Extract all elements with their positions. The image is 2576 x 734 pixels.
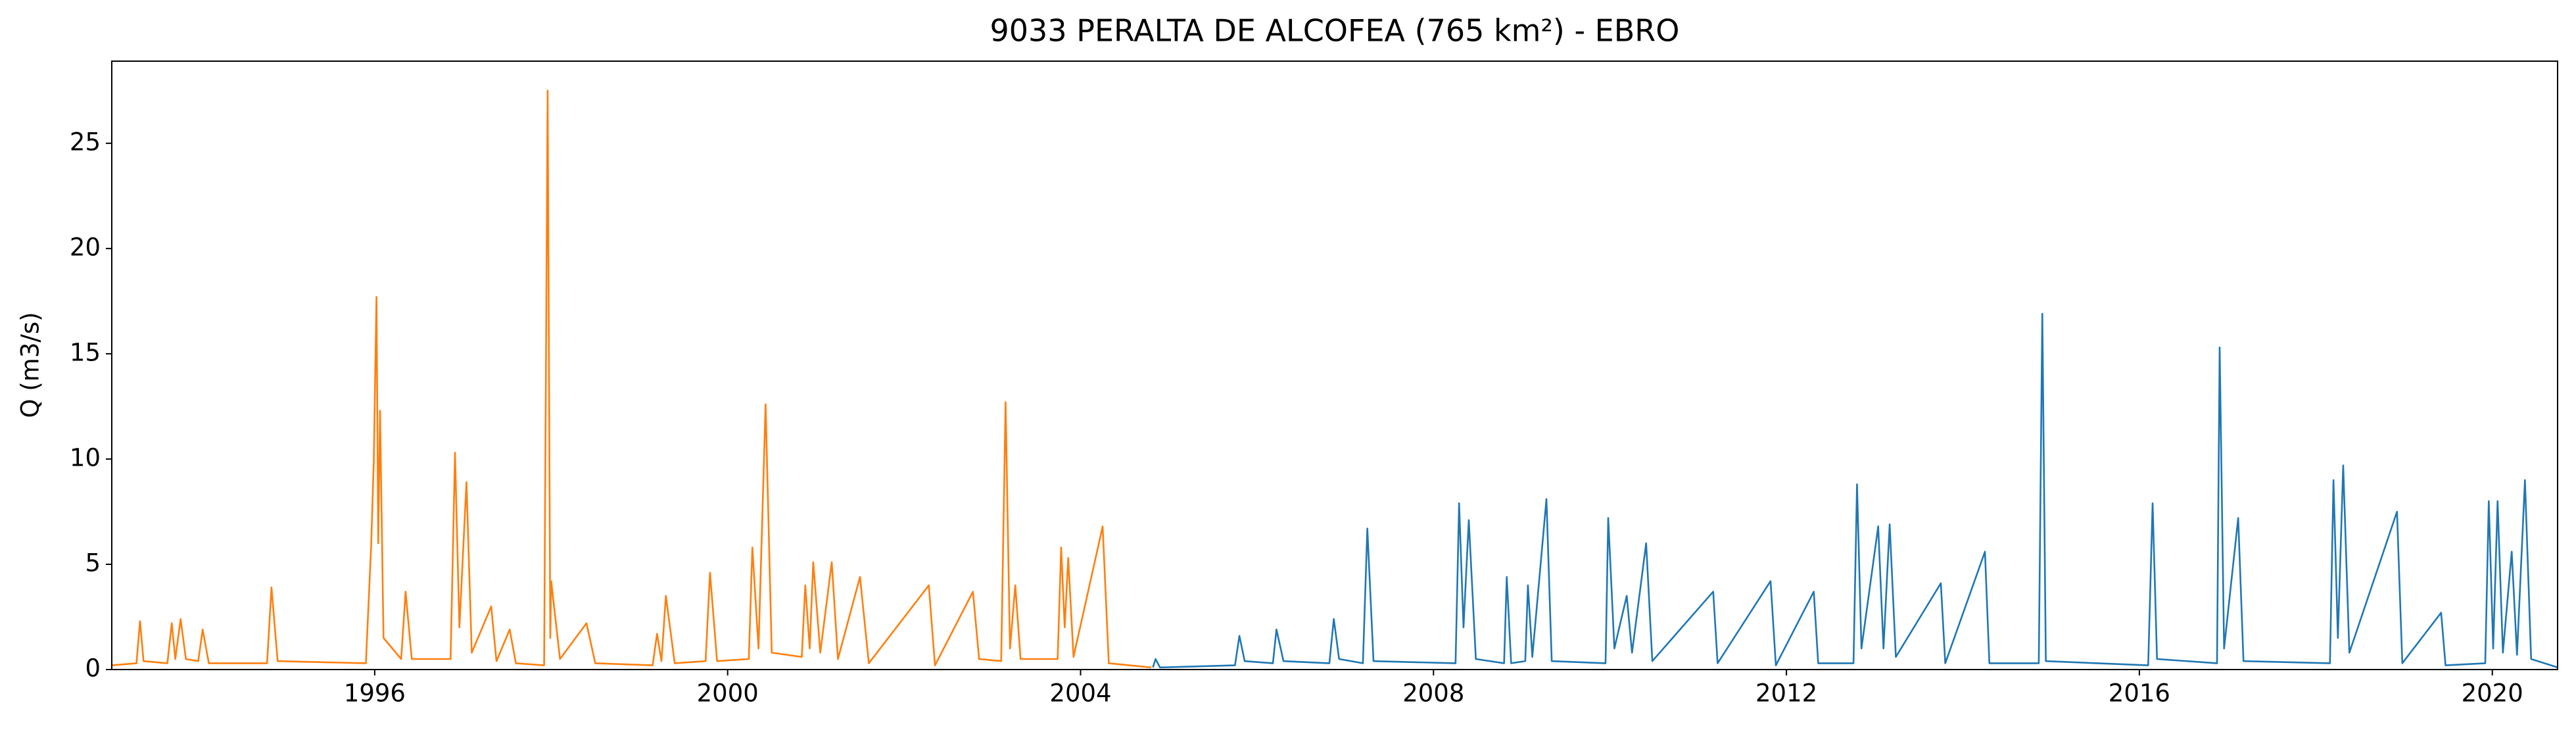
y-tick-label: 0 bbox=[85, 654, 101, 683]
y-axis-label: Q (m3/s) bbox=[16, 312, 45, 418]
y-tick-label: 15 bbox=[70, 338, 101, 366]
x-tick-label: 1996 bbox=[344, 679, 406, 708]
y-tick-label: 25 bbox=[70, 128, 101, 156]
x-tick-label: 2008 bbox=[1402, 679, 1464, 708]
series-line bbox=[111, 89, 1151, 669]
y-tick-label: 10 bbox=[70, 443, 101, 472]
y-tick-label: 5 bbox=[85, 549, 101, 577]
series-line bbox=[1152, 312, 2558, 669]
x-tick-label: 2012 bbox=[1755, 679, 1817, 708]
plot-frame bbox=[111, 61, 2558, 670]
x-tick-label: 2020 bbox=[2462, 679, 2523, 708]
x-tick-label: 2004 bbox=[1049, 679, 1111, 708]
chart-title: 9033 PERALTA DE ALCOFEA (765 km²) - EBRO bbox=[990, 13, 1680, 49]
x-tick-label: 2000 bbox=[697, 679, 759, 708]
x-tick-label: 2016 bbox=[2109, 679, 2170, 708]
y-tick-label: 20 bbox=[70, 233, 101, 261]
